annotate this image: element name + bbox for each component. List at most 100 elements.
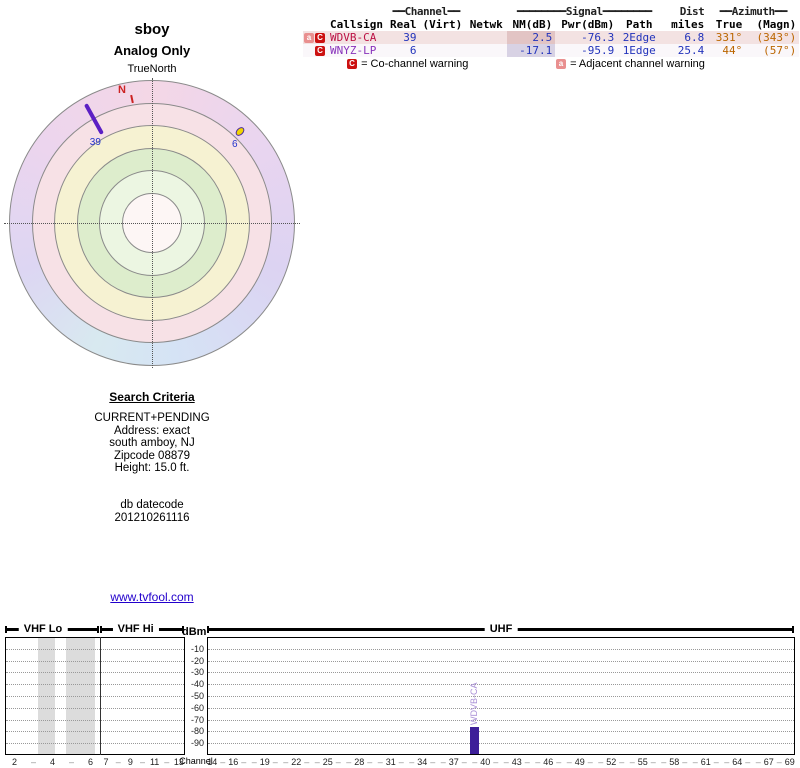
criteria-line: db datecode bbox=[120, 499, 184, 511]
channel-tick-label: – bbox=[461, 757, 467, 767]
band-header-cap bbox=[792, 626, 794, 633]
channel-tick-label: – bbox=[619, 757, 625, 767]
gridline bbox=[6, 707, 184, 709]
cell-real: 6 bbox=[409, 44, 417, 57]
y-tick-label: -10 bbox=[190, 643, 204, 654]
tvfool-link[interactable]: www.tvfool.com bbox=[110, 590, 194, 604]
channel-tick-label: – bbox=[335, 757, 341, 767]
legend-co-channel-text: = Co-channel warning bbox=[361, 58, 469, 70]
y-tick-label: -40 bbox=[190, 679, 204, 690]
cell-magn: (57°) bbox=[763, 44, 797, 57]
channel-tick-label: – bbox=[139, 757, 145, 767]
band-header-cap bbox=[5, 626, 7, 633]
channel-tick-label: 61 bbox=[700, 757, 711, 767]
channel-tick-label: 6 bbox=[87, 757, 93, 767]
group-header-signal: ━━━━━━━━Signal━━━━━━━━ bbox=[516, 5, 652, 18]
channel-tick-label: 49 bbox=[574, 757, 585, 767]
legend-adjacent-channel: a = Adjacent channel warning bbox=[556, 58, 705, 70]
search-criteria-block: CURRENT+PENDING Address: exact south amb… bbox=[0, 412, 304, 475]
criteria-line: 201210261116 bbox=[114, 511, 190, 524]
channel-tick-label: – bbox=[377, 757, 383, 767]
channel-tick-label: 9 bbox=[127, 757, 133, 767]
channel-tick-label: 25 bbox=[322, 757, 333, 767]
col-nm: NM(dB) bbox=[512, 18, 553, 31]
col-pwr: Pwr(dBm) bbox=[561, 18, 615, 31]
channel-tick-label: – bbox=[220, 757, 226, 767]
band-header-label: VHF Lo bbox=[18, 622, 68, 636]
col-real: Real bbox=[390, 18, 417, 31]
gridline bbox=[6, 696, 184, 697]
channel-tick-label: – bbox=[440, 757, 446, 767]
legend-co-channel: C = Co-channel warning bbox=[347, 58, 468, 70]
channel-tick-label: 34 bbox=[417, 757, 428, 767]
channel-tick-label: – bbox=[30, 757, 36, 767]
y-tick-label: -60 bbox=[190, 702, 204, 713]
channel-tick-label: – bbox=[724, 757, 730, 767]
gridline bbox=[208, 743, 794, 745]
cell-real: 39 bbox=[403, 31, 417, 44]
cell-true: 44° bbox=[722, 44, 743, 57]
channel-tick-label: 7 bbox=[103, 757, 109, 767]
y-tick-label: -90 bbox=[190, 738, 204, 749]
band-header-label: VHF Hi bbox=[112, 622, 159, 636]
gridline bbox=[208, 707, 794, 709]
channel-tick-label: – bbox=[272, 757, 278, 767]
channel-tick-label: – bbox=[745, 757, 751, 767]
channel-tick-label: – bbox=[304, 757, 310, 767]
band-header-label: UHF bbox=[484, 622, 518, 636]
channel-tick-label: 55 bbox=[637, 757, 648, 767]
group-header-dist: Dist bbox=[679, 5, 705, 18]
gridline bbox=[6, 648, 184, 650]
channel-tick-label: – bbox=[283, 757, 289, 767]
channel-tick-label: – bbox=[556, 757, 562, 767]
gridline bbox=[208, 684, 794, 686]
channel-tick-label: 19 bbox=[259, 757, 270, 767]
station-table: ━━Channel━━ ━━━━━━━━Signal━━━━━━━━ Dist … bbox=[303, 5, 800, 57]
gridline bbox=[208, 696, 794, 697]
band-header-cap bbox=[207, 626, 209, 633]
cell-pwr: -76.3 bbox=[581, 31, 615, 44]
y-tick-label: -70 bbox=[190, 714, 204, 725]
channel-tick-label: 43 bbox=[511, 757, 522, 767]
channel-tick-label: 64 bbox=[732, 757, 743, 767]
channel-tick-label: – bbox=[241, 757, 247, 767]
page-subtitle: Analog Only bbox=[113, 43, 191, 58]
channel-tick-label: 2 bbox=[11, 757, 17, 767]
cell-virt bbox=[420, 44, 466, 57]
criteria-line: Address: exact bbox=[113, 424, 191, 437]
band-header-cap bbox=[100, 626, 102, 633]
channel-tick-label: – bbox=[535, 757, 541, 767]
channel-tick-label: – bbox=[115, 757, 121, 767]
criteria-line: Zipcode 08879 bbox=[113, 449, 191, 462]
channel-axis-label: Channel bbox=[179, 756, 213, 766]
cell-virt bbox=[420, 31, 466, 44]
signal-bar bbox=[470, 727, 479, 754]
band-header-cap bbox=[182, 626, 184, 633]
radar-orientation-label: TrueNorth bbox=[127, 63, 177, 75]
warning-badge: C bbox=[315, 33, 325, 43]
cell-callsign: WNYZ-LP bbox=[330, 44, 377, 57]
search-criteria-heading: Search Criteria bbox=[109, 390, 195, 404]
legend-adjacent-channel-text: = Adjacent channel warning bbox=[570, 58, 705, 70]
channel-tick-label: – bbox=[472, 757, 478, 767]
channel-tick-label: 28 bbox=[354, 757, 365, 767]
channel-tick-label: 16 bbox=[228, 757, 239, 767]
channel-tick-label: 14 bbox=[207, 757, 218, 767]
channel-tick-label: – bbox=[68, 757, 74, 767]
channel-tick-label: – bbox=[430, 757, 436, 767]
channel-tick-label: – bbox=[251, 757, 257, 767]
channel-tick-label: – bbox=[713, 757, 719, 767]
y-tick-label: -30 bbox=[190, 667, 204, 678]
channel-tick-label: – bbox=[661, 757, 667, 767]
channel-tick-label: – bbox=[598, 757, 604, 767]
gridline bbox=[6, 672, 184, 674]
channel-tick-label: – bbox=[164, 757, 170, 767]
y-tick-label: -50 bbox=[190, 691, 204, 701]
cell-path: 1Edge bbox=[622, 44, 656, 57]
channel-tick-label: – bbox=[367, 757, 373, 767]
gridline bbox=[6, 684, 184, 686]
radar-crosshair-vertical bbox=[152, 78, 153, 368]
channel-tick-label: – bbox=[524, 757, 530, 767]
col-callsign: Callsign bbox=[330, 18, 383, 31]
